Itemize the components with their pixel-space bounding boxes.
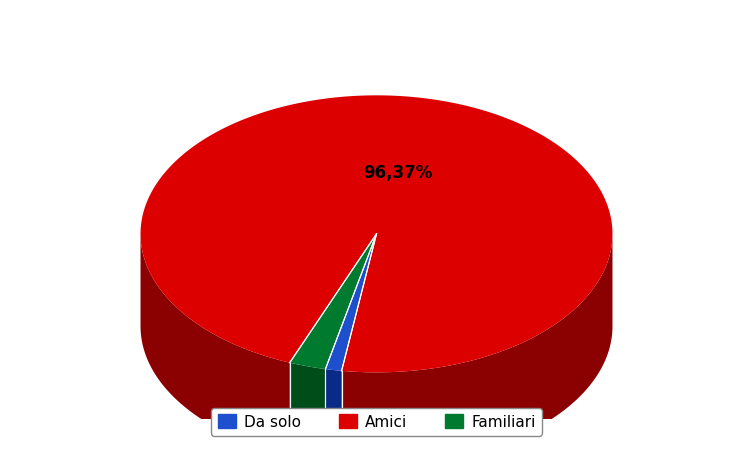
Polygon shape [290, 363, 325, 455]
Polygon shape [342, 234, 612, 455]
Polygon shape [290, 234, 376, 369]
Legend: Da solo, Amici, Familiari: Da solo, Amici, Familiari [212, 408, 541, 435]
Polygon shape [141, 96, 612, 373]
Polygon shape [325, 234, 376, 371]
Text: 96,37%: 96,37% [363, 163, 433, 181]
Polygon shape [141, 234, 290, 455]
Polygon shape [325, 369, 342, 455]
